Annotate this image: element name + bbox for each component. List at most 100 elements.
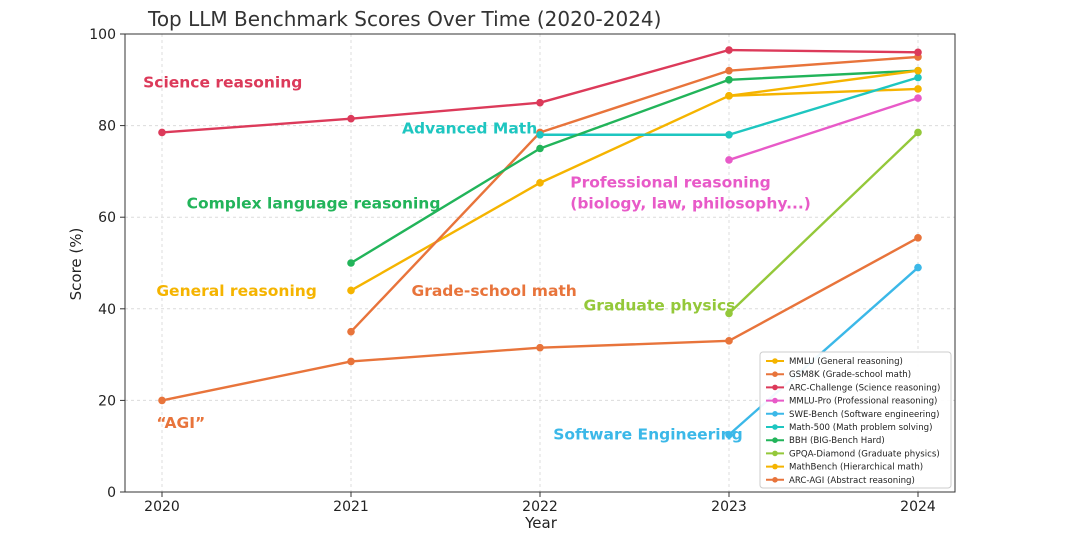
- x-tick-label: 2024: [900, 499, 936, 515]
- legend-entry: GSM8K (Grade-school math): [766, 370, 911, 380]
- legend-entry: MathBench (Hierarchical math): [766, 463, 923, 473]
- series-line: [350, 55, 919, 333]
- legend-swatch-marker: [772, 411, 778, 417]
- annotation-label: Advanced Math: [402, 119, 537, 137]
- data-point: [914, 234, 922, 242]
- legend-label: GPQA-Diamond (Graduate physics): [789, 449, 940, 459]
- legend-swatch-marker: [772, 424, 778, 430]
- data-point: [725, 66, 733, 75]
- chart-title: Top LLM Benchmark Scores Over Time (2020…: [147, 7, 661, 31]
- data-point: [914, 66, 922, 75]
- series-line: [728, 131, 919, 315]
- data-point: [725, 92, 733, 100]
- annotation-label: (biology, law, philosophy...): [570, 194, 811, 212]
- data-point: [347, 286, 355, 295]
- data-point: [725, 46, 733, 54]
- annotation-label: “AGI”: [156, 414, 205, 432]
- series-line: [728, 69, 919, 98]
- data-point: [914, 94, 922, 102]
- legend-label: BBH (BIG-Bench Hard): [789, 436, 885, 446]
- x-tick-label: 2023: [711, 499, 747, 515]
- data-point: [536, 179, 544, 187]
- x-tick-label: 2022: [522, 499, 558, 515]
- data-point: [536, 98, 544, 107]
- y-tick-label: 80: [98, 119, 116, 135]
- data-point: [914, 128, 922, 137]
- series-6: [347, 66, 922, 267]
- legend-swatch-marker: [772, 371, 778, 378]
- data-point: [725, 309, 733, 318]
- annotation-label: Science reasoning: [143, 74, 302, 92]
- legend-swatch-marker: [772, 463, 778, 470]
- annotation-label: Software Engineering: [553, 425, 742, 443]
- legend-swatch-marker: [772, 358, 778, 364]
- annotation-label: Graduate physics: [583, 297, 735, 315]
- legend-swatch-marker: [772, 477, 778, 483]
- legend: MMLU (General reasoning) GSM8K (Grade-sch…: [759, 351, 952, 489]
- series-line: [350, 69, 919, 265]
- data-point: [914, 73, 922, 82]
- tick-layer: 0 20 40 60 80 100 2020 2021 2022 2023 2024: [89, 27, 936, 515]
- data-point: [347, 114, 355, 123]
- series-line: [728, 96, 919, 162]
- data-point: [536, 343, 544, 352]
- legend-label: SWE-Bench (Software engineering): [789, 410, 939, 420]
- data-point: [536, 144, 544, 153]
- series-5: [536, 73, 922, 139]
- data-point: [725, 430, 733, 439]
- annotation-label: Complex language reasoning: [187, 194, 441, 212]
- y-tick-label: 60: [98, 210, 116, 226]
- data-point: [536, 130, 544, 139]
- y-tick-label: 100: [89, 27, 116, 43]
- data-point: [347, 259, 355, 267]
- legend-swatch-marker: [772, 397, 778, 404]
- y-tick-label: 0: [107, 485, 116, 501]
- legend-label: MMLU (General reasoning): [789, 357, 903, 367]
- data-point: [347, 357, 355, 366]
- data-point: [725, 76, 733, 84]
- legend-entry: SWE-Bench (Software engineering): [766, 410, 939, 420]
- series-3: [725, 94, 922, 164]
- legend-label: ARC-Challenge (Science reasoning): [789, 383, 940, 393]
- series-2: [158, 46, 922, 137]
- legend-entry: ARC-AGI (Abstract reasoning): [766, 476, 915, 486]
- y-tick-label: 20: [98, 393, 116, 409]
- x-tick-label: 2021: [333, 499, 369, 515]
- annotation-label: General reasoning: [156, 282, 317, 300]
- legend-label: MathBench (Hierarchical math): [789, 463, 923, 473]
- legend-box: [759, 351, 952, 489]
- series-7: [725, 128, 922, 318]
- data-point: [725, 130, 733, 139]
- legend-label: MMLU-Pro (Professional reasoning): [789, 397, 937, 407]
- legend-swatch-marker: [772, 437, 778, 444]
- annotation-label: Professional reasoning: [570, 173, 771, 191]
- legend-entry: BBH (BIG-Bench Hard): [766, 436, 885, 446]
- x-axis-title: Year: [524, 514, 558, 532]
- annotation-layer: Science reasoning Advanced Math Complex la…: [143, 74, 811, 444]
- legend-label: ARC-AGI (Abstract reasoning): [789, 476, 915, 486]
- legend-label: Math-500 (Math problem solving): [789, 423, 932, 433]
- legend-entry: GPQA-Diamond (Graduate physics): [766, 449, 940, 459]
- y-axis-title: Score (%): [67, 228, 85, 301]
- series-line: [350, 87, 919, 292]
- series-layer: [158, 46, 922, 439]
- legend-entry: Math-500 (Math problem solving): [766, 423, 932, 433]
- series-9: [158, 234, 922, 405]
- legend-label: GSM8K (Grade-school math): [789, 370, 911, 380]
- x-tick-label: 2020: [144, 499, 180, 515]
- legend-entry: MMLU (General reasoning): [766, 357, 903, 367]
- data-point: [347, 327, 355, 336]
- data-point: [158, 128, 166, 137]
- data-point: [725, 337, 733, 345]
- data-point: [914, 48, 922, 57]
- legend-swatch-marker: [772, 384, 778, 391]
- legend-entry: MMLU-Pro (Professional reasoning): [766, 397, 937, 407]
- annotation-label: Grade-school math: [411, 282, 576, 300]
- data-point: [914, 85, 922, 93]
- data-point: [914, 263, 922, 272]
- legend-swatch-marker: [772, 450, 778, 457]
- data-point: [158, 396, 166, 405]
- legend-entry: ARC-Challenge (Science reasoning): [766, 383, 940, 393]
- y-tick-label: 40: [98, 302, 116, 318]
- series-8: [725, 66, 922, 100]
